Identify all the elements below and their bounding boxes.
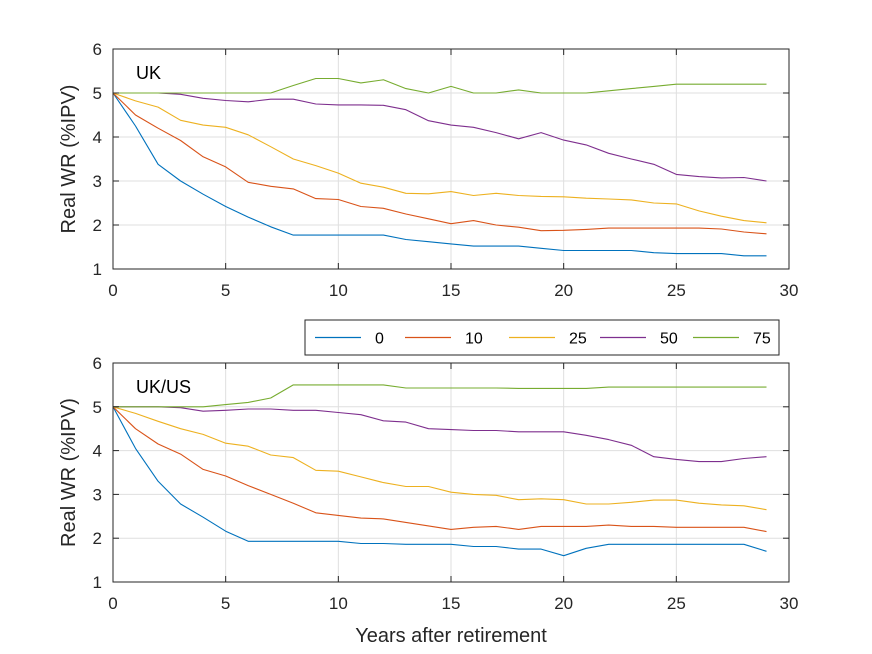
legend-entry-25: 25 [569, 331, 587, 348]
legend: 0 10 25 50 75 [304, 319, 780, 356]
x-tick-label: 10 [329, 281, 348, 300]
y-tick-label: 2 [93, 216, 102, 235]
legend-entry-50: 50 [660, 331, 678, 348]
x-tick-label: 15 [442, 281, 461, 300]
x-tick-label: 25 [667, 281, 686, 300]
y-tick-label: 5 [93, 84, 102, 103]
y-tick-label: 2 [93, 529, 102, 548]
y-tick-label: 3 [93, 172, 102, 191]
x-tick-label: 0 [108, 281, 117, 300]
series-line-10 [112, 406, 767, 533]
series-line-25 [112, 406, 767, 511]
y-axis-label: Real WR (%IPV) [58, 85, 80, 234]
series-line-0 [112, 406, 767, 557]
y-tick-label: 4 [93, 442, 102, 461]
panel-2: 0 5 10 15 20 25 30 1 2 3 4 5 6 Real WR (%IPV) UK/US [58, 354, 798, 613]
x-tick-label: 5 [221, 594, 230, 613]
x-tick-label: 20 [554, 281, 573, 300]
y-tick-label: 5 [93, 398, 102, 417]
series-line-50 [113, 406, 767, 463]
x-tick-label: 25 [667, 594, 686, 613]
x-tick-label: 5 [221, 281, 230, 300]
legend-entry-75: 75 [753, 331, 771, 348]
y-tick-label: 1 [93, 260, 102, 279]
series-line-75 [113, 384, 767, 408]
series-line-75 [113, 77, 767, 94]
series-line-10 [112, 92, 767, 235]
y-axis-label: Real WR (%IPV) [58, 398, 80, 547]
y-tick-label: 3 [93, 485, 102, 504]
x-tick-label: 0 [108, 594, 117, 613]
panel-title: UK/US [136, 377, 191, 397]
series-line-50 [113, 92, 767, 182]
x-tick-label: 30 [780, 281, 799, 300]
y-tick-label: 4 [93, 128, 102, 147]
panel-title: UK [136, 63, 161, 83]
y-tick-label: 1 [93, 573, 102, 592]
legend-entry-10: 10 [465, 331, 483, 348]
y-tick-label: 6 [93, 40, 102, 59]
x-tick-label: 20 [554, 594, 573, 613]
legend-entry-0: 0 [375, 331, 384, 348]
series-line-0 [112, 92, 767, 257]
x-axis-label: Years after retirement [355, 625, 547, 647]
y-tick-label: 6 [93, 354, 102, 373]
series-line-25 [112, 92, 767, 224]
x-tick-label: 10 [329, 594, 348, 613]
x-tick-label: 30 [780, 594, 799, 613]
panel-1: 0 5 10 15 20 25 30 1 2 3 4 5 6 Real WR (%IPV) UK [58, 40, 798, 300]
x-tick-label: 15 [442, 594, 461, 613]
